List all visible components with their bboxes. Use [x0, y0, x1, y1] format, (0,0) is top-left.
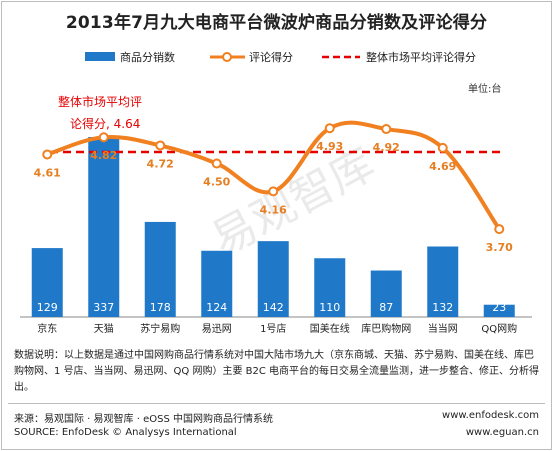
- score-point-3: [211, 158, 222, 169]
- score-point-8: [494, 224, 505, 235]
- bar-value-label-7: 132: [432, 301, 453, 314]
- score-label-layer: 4.61 4.82 4.72 4.50 4.16 4.93 4.92 4.69 3.70: [34, 140, 513, 254]
- score-point-1: [98, 132, 109, 143]
- score-label-0: 4.61: [34, 166, 61, 179]
- x-tick-label-4: 1号店: [260, 322, 286, 335]
- source-en: SOURCE: EnfoDesk © Analysys Internationa…: [14, 427, 237, 438]
- watermark: 易观智库: [204, 138, 383, 266]
- score-point-6: [381, 124, 392, 135]
- legend-avg-label: 整体市场平均评论得分: [366, 50, 476, 64]
- score-label-4: 4.16: [260, 203, 287, 216]
- legend-line-marker: [222, 52, 232, 62]
- x-tick-label-2: 苏宁易购: [140, 322, 180, 335]
- x-tick-label-6: 库巴购物网: [361, 322, 411, 335]
- bar-value-label-2: 178: [150, 301, 171, 314]
- source-cn: 来源：易观国际 · 易观智库 · eOSS 中国网购商品行情系统: [14, 414, 273, 425]
- score-label-3: 4.50: [203, 175, 230, 188]
- bar-4: [257, 241, 289, 317]
- bar-0: [31, 248, 63, 317]
- bar-value-label-5: 110: [319, 301, 340, 314]
- score-label-8: 3.70: [486, 241, 513, 254]
- bar-value-label-0: 129: [37, 301, 58, 314]
- x-tick-label-7: 当当网: [428, 322, 458, 335]
- score-label-1: 4.82: [90, 149, 117, 162]
- footer-divider: [8, 403, 545, 404]
- score-point-7: [437, 142, 448, 153]
- score-point-2: [155, 140, 166, 151]
- bar-8: [483, 304, 515, 317]
- score-label-7: 4.69: [429, 160, 456, 173]
- bar-2: [144, 221, 176, 317]
- bar-value-label-6: 87: [379, 301, 393, 314]
- score-label-5: 4.93: [316, 140, 343, 153]
- bar-7: [427, 246, 459, 317]
- url-eguan: www.eguan.cn: [465, 427, 539, 438]
- legend-line-label: 评论得分: [249, 50, 293, 64]
- x-tick-layer: 京东 天猫 苏宁易购 易迅网 1号店 国美在线 库巴购物网 当当网 QQ网购: [37, 322, 517, 335]
- x-tick-label-1: 天猫: [94, 322, 114, 335]
- bar-6: [370, 270, 402, 317]
- x-tick-label-3: 易迅网: [202, 323, 232, 335]
- bar-labels-layer: 129 337 178 124 142 110 87 132 23: [37, 301, 507, 314]
- url-enfodesk: www.enfodesk.com: [442, 410, 539, 421]
- score-point-0: [42, 149, 53, 160]
- x-tick-label-8: QQ网购: [481, 322, 517, 335]
- bar-3: [201, 250, 233, 317]
- average-annotation-line1: 整体市场平均评: [58, 95, 143, 109]
- bars-layer: [31, 137, 515, 317]
- data-note: 数据说明：以上数据是通过中国网购商品行情系统对中国大陆市场九大（京东商城、天猫、…: [14, 350, 540, 393]
- score-point-5: [324, 123, 335, 134]
- x-tick-label-5: 国美在线: [310, 322, 350, 335]
- bar-1: [88, 137, 120, 317]
- legend-bar-label: 商品分销数: [120, 50, 175, 64]
- bar-value-label-4: 142: [263, 301, 284, 314]
- unit-label: 单位:台: [468, 84, 502, 95]
- score-point-4: [268, 186, 279, 197]
- score-label-6: 4.92: [373, 141, 400, 154]
- bar-5: [314, 258, 346, 317]
- bar-value-label-1: 337: [93, 301, 114, 314]
- average-annotation-line2: 论得分, 4.64: [70, 117, 141, 131]
- bar-value-label-8: 23: [492, 301, 506, 314]
- chart-title: 2013年7月九大电商平台微波炉商品分销数及评论得分: [65, 13, 488, 33]
- legend: 商品分销数 评论得分 整体市场平均评论得分: [85, 50, 476, 64]
- legend-bar-swatch: [85, 52, 115, 61]
- x-tick-label-0: 京东: [37, 322, 57, 335]
- bar-value-label-3: 124: [206, 301, 227, 314]
- score-label-2: 4.72: [147, 157, 174, 170]
- score-line-layer: [42, 120, 505, 235]
